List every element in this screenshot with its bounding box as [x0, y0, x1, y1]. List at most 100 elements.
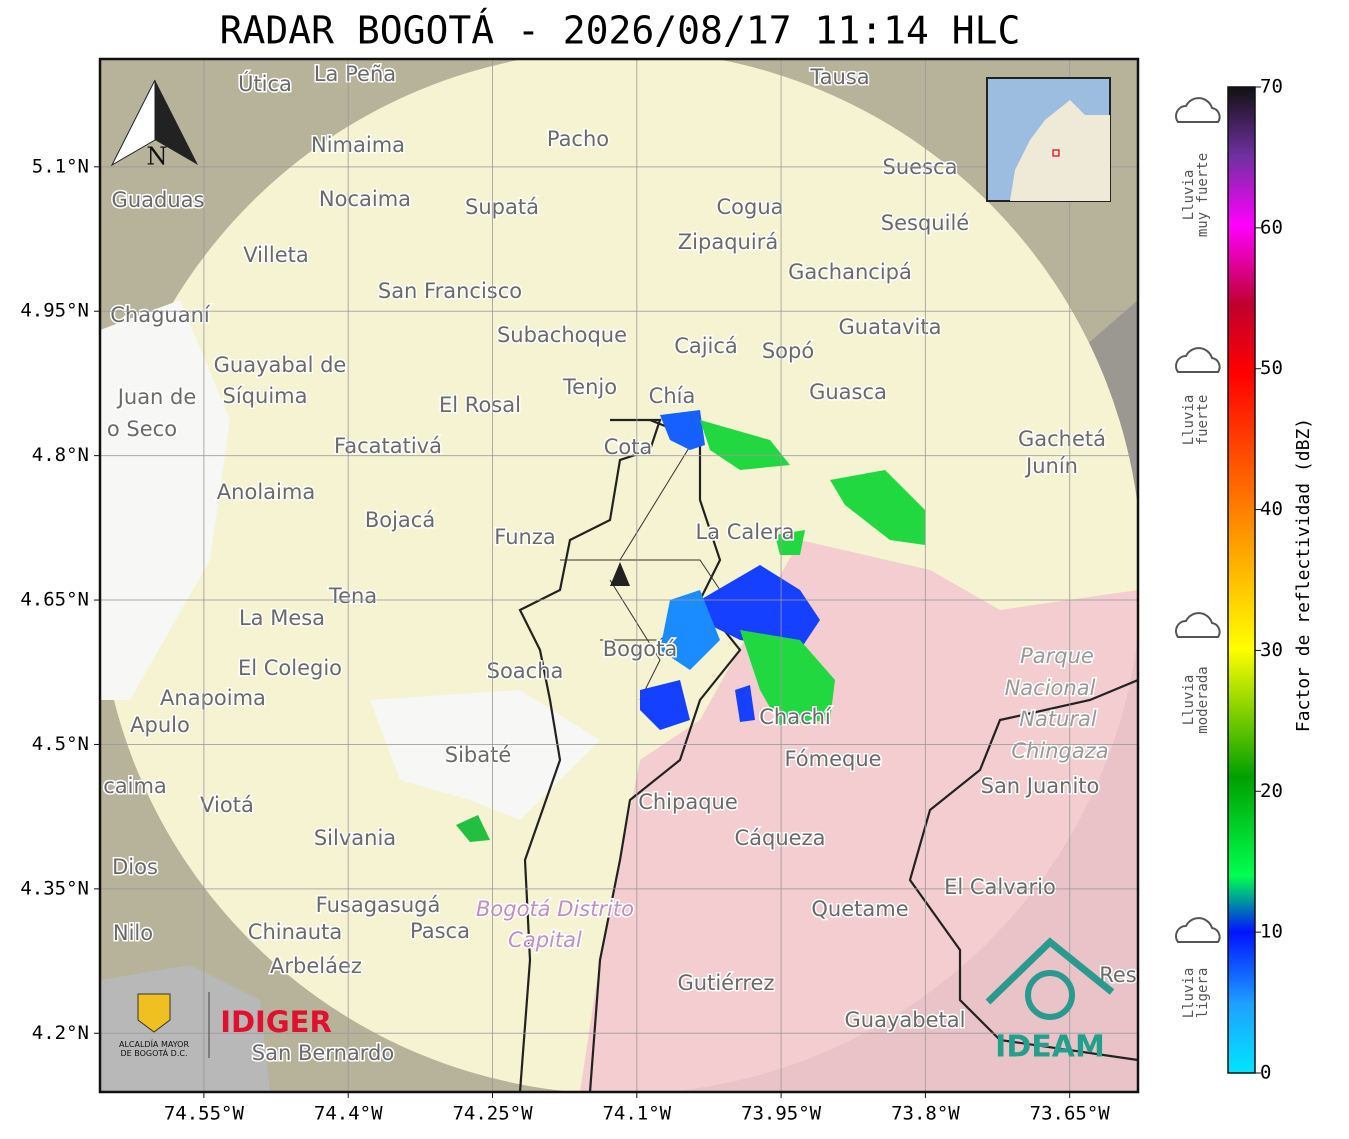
place-label: caima	[103, 774, 167, 798]
place-label: Dios	[112, 855, 158, 879]
place-label: Sopó	[762, 339, 814, 363]
colorbar-tick-label: 20	[1260, 780, 1283, 802]
place-label: Apulo	[130, 713, 190, 737]
echo	[740, 630, 835, 725]
place-label: Anolaima	[217, 480, 315, 504]
colorbar	[1227, 86, 1256, 1074]
echo	[735, 685, 755, 722]
place-label: Cogua	[716, 195, 783, 219]
place-label: Silvania	[314, 826, 396, 850]
logo-shield	[137, 993, 171, 1033]
place-label: Quetame	[811, 897, 908, 921]
echo	[775, 530, 805, 555]
logo-idiger: IDIGER	[220, 1005, 332, 1039]
echo	[830, 470, 925, 545]
place-label: El Calvario	[944, 875, 1056, 899]
grid	[100, 59, 1138, 1092]
echo	[700, 420, 790, 470]
light-area	[370, 690, 600, 820]
intensity-label: Lluvia	[1181, 968, 1197, 1019]
place-label: Guaduas	[112, 188, 205, 212]
x-tick-label: 73.8°W	[891, 1103, 960, 1125]
place-label: Res	[1099, 963, 1137, 987]
logo-text: ALCALDÍA MAYOR	[119, 1038, 189, 1049]
colorbar-tick-label: 0	[1260, 1062, 1271, 1084]
intensity-label: muy fuerte	[1195, 153, 1211, 237]
place-label: Zipaquirá	[678, 230, 778, 254]
place-label: Cáqueza	[735, 826, 826, 850]
place-label: Síquima	[223, 384, 308, 408]
x-tick-label: 74.1°W	[602, 1103, 671, 1125]
title: RADAR BOGOTÁ - 2026/08/17 11:14 HLC	[220, 9, 1021, 53]
y-tick-label: 4.65°N	[20, 589, 89, 611]
colorbar-tick-label: 30	[1260, 639, 1283, 661]
place-label: Parque	[1020, 644, 1094, 668]
x-tick-label: 74.55°W	[164, 1103, 245, 1125]
place-label: Útica	[238, 71, 292, 96]
place-label: Tena	[328, 584, 377, 608]
place-label: Bogotá Distrito	[476, 897, 634, 921]
intensity-label: Lluvia	[1181, 170, 1197, 221]
intensity-label: ligera	[1195, 968, 1211, 1019]
boundary	[588, 418, 742, 1092]
echo	[660, 410, 705, 450]
logo-roof	[985, 937, 1115, 1005]
logo-text: DE BOGOTÁ D.C.	[120, 1047, 187, 1058]
place-label: Chingaza	[1011, 739, 1108, 763]
place-label: Subachoque	[497, 323, 627, 347]
place-label: Bogotá	[603, 637, 678, 661]
cloud-icon	[1175, 612, 1221, 638]
place-label: La Peña	[314, 62, 396, 86]
place-label: Guayabetal	[845, 1008, 966, 1032]
place-label: Nimaima	[311, 133, 405, 157]
radar-site	[610, 562, 630, 586]
echo	[456, 815, 490, 842]
place-label: Gachetá	[1018, 427, 1106, 451]
colorbar-label: Factor de reflectividad (dBZ)	[1293, 418, 1314, 732]
place-label: La Mesa	[239, 606, 325, 630]
place-label: San Juanito	[981, 774, 1100, 798]
place-label: o Seco	[107, 417, 177, 441]
place-label: Guatavita	[839, 315, 942, 339]
intensity-label: Lluvia	[1181, 395, 1197, 446]
place-label: Sibaté	[445, 743, 512, 767]
boundary	[908, 678, 1138, 1062]
inset-marker	[1052, 149, 1060, 157]
place-label: El Colegio	[238, 656, 342, 680]
place-label: Guayabal de	[214, 353, 347, 377]
echo	[660, 590, 720, 670]
place-label: Funza	[494, 525, 555, 549]
place-label: Cajicá	[674, 334, 738, 358]
place-label: Tausa	[809, 65, 869, 89]
inset-land	[1010, 100, 1110, 201]
place-label: Fusagasugá	[316, 893, 441, 917]
colorbar-tick-label: 10	[1260, 921, 1283, 943]
compass-arrow	[155, 80, 198, 165]
place-label: El Rosal	[439, 393, 521, 417]
colorbar-tick-label: 60	[1260, 216, 1283, 238]
y-tick-label: 5.1°N	[32, 155, 89, 177]
place-label: Gutiérrez	[678, 971, 775, 995]
place-label: Nacional	[1005, 676, 1096, 700]
place-label: Chachí	[759, 705, 832, 729]
place-label: Juan de	[116, 385, 197, 409]
x-tick-label: 74.4°W	[314, 1103, 383, 1125]
colorbar-tick-label: 70	[1260, 76, 1283, 98]
cloud-icon	[1175, 917, 1221, 943]
y-tick-label: 4.8°N	[32, 444, 89, 466]
intensity-label: moderada	[1195, 666, 1211, 733]
x-tick-label: 73.95°W	[741, 1103, 822, 1125]
place-label: Anapoima	[160, 686, 266, 710]
place-label: Fómeque	[784, 747, 881, 771]
y-tick-label: 4.5°N	[32, 733, 89, 755]
place-label: Chipaque	[638, 790, 738, 814]
y-tick-label: 4.2°N	[32, 1022, 89, 1044]
place-label: Pacho	[547, 127, 609, 151]
place-label: Villeta	[243, 243, 308, 267]
logo-ideam: IDEAM	[995, 1030, 1105, 1065]
place-label: Nocaima	[319, 187, 411, 211]
place-label: Capital	[508, 928, 582, 952]
